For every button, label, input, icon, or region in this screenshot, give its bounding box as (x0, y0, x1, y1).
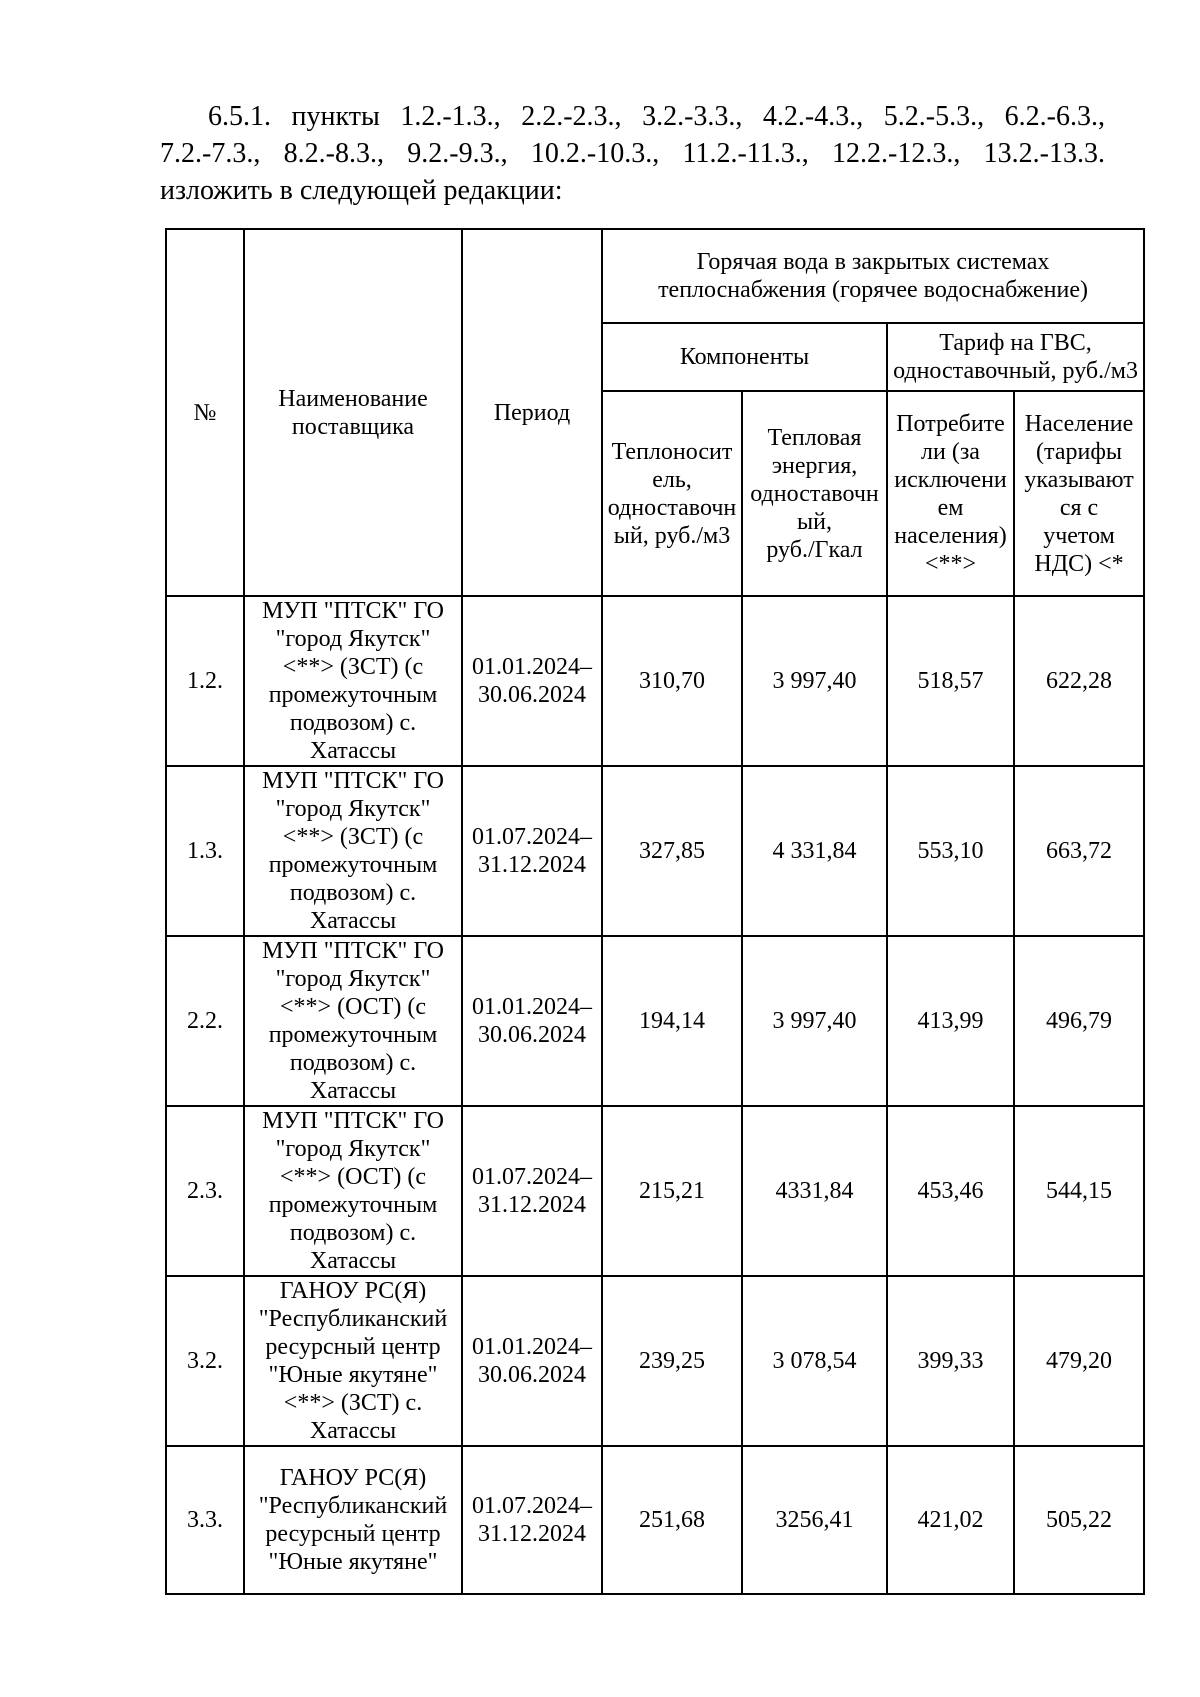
cell-period: 01.07.2024– 31.12.2024 (461, 1105, 603, 1277)
cell-supplier: МУП "ПТСК" ГО "город Якутск" <**> (ЗСТ) … (243, 765, 463, 937)
cell-consumers-tariff: 413,99 (886, 935, 1015, 1107)
table-row: 3.3. ГАНОУ РС(Я) "Республиканский ресурс… (165, 1445, 1146, 1595)
cell-coolant-tariff: 215,21 (601, 1105, 743, 1277)
cell-period: 01.01.2024– 30.06.2024 (461, 1275, 603, 1447)
table-row: 2.2. МУП "ПТСК" ГО "город Якутск" <**> (… (165, 935, 1146, 1107)
header-row-columns: Теплоносит ель, одноставочн ый, руб./м3 … (166, 390, 1146, 597)
cell-period: 01.07.2024– 31.12.2024 (461, 765, 603, 937)
cell-supplier: ГАНОУ РС(Я) "Республиканский ресурсный ц… (243, 1445, 463, 1595)
cell-num: 1.2. (165, 595, 245, 767)
cell-population-tariff: 622,28 (1012, 595, 1146, 767)
cell-population-tariff: 544,15 (1012, 1105, 1146, 1277)
cell-num: 3.3. (165, 1445, 245, 1595)
cell-population-tariff: 479,20 (1012, 1275, 1146, 1447)
table-row: 1.2. МУП "ПТСК" ГО "город Якутск" <**> (… (165, 595, 1146, 767)
cell-consumers-tariff: 518,57 (886, 595, 1015, 767)
header-row-group: № Наименование поставщика Период Горячая… (165, 228, 1146, 597)
cell-population-tariff: 505,22 (1012, 1445, 1146, 1595)
cell-consumers-tariff: 553,10 (886, 765, 1015, 937)
col-header-num: № (165, 228, 245, 597)
table-body: 1.2. МУП "ПТСК" ГО "город Якутск" <**> (… (165, 595, 1146, 1595)
cell-num: 3.2. (165, 1275, 245, 1447)
table-row: 1.3. МУП "ПТСК" ГО "город Якутск" <**> (… (165, 765, 1146, 937)
cell-coolant-tariff: 239,25 (601, 1275, 743, 1447)
col-header-coolant: Теплоносит ель, одноставочн ый, руб./м3 (601, 390, 743, 597)
cell-supplier: МУП "ПТСК" ГО "город Якутск" <**> (ОСТ) … (243, 935, 463, 1107)
col-header-consumers: Потребите ли (за исключени ем населения)… (886, 390, 1015, 597)
table-header: № Наименование поставщика Период Горячая… (165, 228, 1146, 597)
table-row: 3.2. ГАНОУ РС(Я) "Республиканский ресурс… (165, 1275, 1146, 1447)
cell-heat-tariff: 4 331,84 (741, 765, 888, 937)
cell-coolant-tariff: 194,14 (601, 935, 743, 1107)
cell-supplier: МУП "ПТСК" ГО "город Якутск" <**> (ОСТ) … (243, 1105, 463, 1277)
cell-population-tariff: 496,79 (1012, 935, 1146, 1107)
cell-heat-tariff: 4331,84 (741, 1105, 888, 1277)
cell-coolant-tariff: 310,70 (601, 595, 743, 767)
cell-coolant-tariff: 251,68 (601, 1445, 743, 1595)
col-header-heat-energy: Тепловая энергия, одноставочн ый, руб./Г… (741, 390, 888, 597)
cell-consumers-tariff: 421,02 (886, 1445, 1015, 1595)
cell-num: 2.3. (165, 1105, 245, 1277)
cell-consumers-tariff: 453,46 (886, 1105, 1015, 1277)
cell-num: 1.3. (165, 765, 245, 937)
col-header-gvs-group: Тариф на ГВС, одноставочный, руб./м3 (885, 322, 1146, 392)
col-header-population: Население (тарифы указывают ся с учетом … (1012, 390, 1146, 597)
cell-supplier: ГАНОУ РС(Я) "Республиканский ресурсный ц… (243, 1275, 463, 1447)
cell-consumers-tariff: 399,33 (886, 1275, 1015, 1447)
cell-period: 01.07.2024– 31.12.2024 (461, 1445, 603, 1595)
col-header-supplier: Наименование поставщика (243, 228, 463, 597)
cell-period: 01.01.2024– 30.06.2024 (461, 935, 603, 1107)
header-row-subgroup: Компоненты Тариф на ГВС, одноставочный, … (166, 322, 1146, 392)
col-header-hot-water-group: Горячая вода в закрытых системах теплосн… (600, 228, 1146, 324)
cell-heat-tariff: 3 997,40 (741, 935, 888, 1107)
tariff-table: № Наименование поставщика Период Горячая… (165, 228, 1146, 1595)
cell-period: 01.01.2024– 30.06.2024 (461, 595, 603, 767)
col-header-components-group: Компоненты (601, 322, 888, 392)
cell-heat-tariff: 3 997,40 (741, 595, 888, 767)
cell-num: 2.2. (165, 935, 245, 1107)
intro-paragraph: 6.5.1. пункты 1.2.-1.3., 2.2.-2.3., 3.2.… (160, 101, 1105, 206)
table-row: 2.3. МУП "ПТСК" ГО "город Якутск" <**> (… (165, 1105, 1146, 1277)
cell-heat-tariff: 3 078,54 (741, 1275, 888, 1447)
cell-population-tariff: 663,72 (1012, 765, 1146, 937)
col-header-period: Период (461, 228, 603, 597)
cell-coolant-tariff: 327,85 (601, 765, 743, 937)
cell-supplier: МУП "ПТСК" ГО "город Якутск" <**> (ЗСТ) … (243, 595, 463, 767)
cell-heat-tariff: 3256,41 (741, 1445, 888, 1595)
